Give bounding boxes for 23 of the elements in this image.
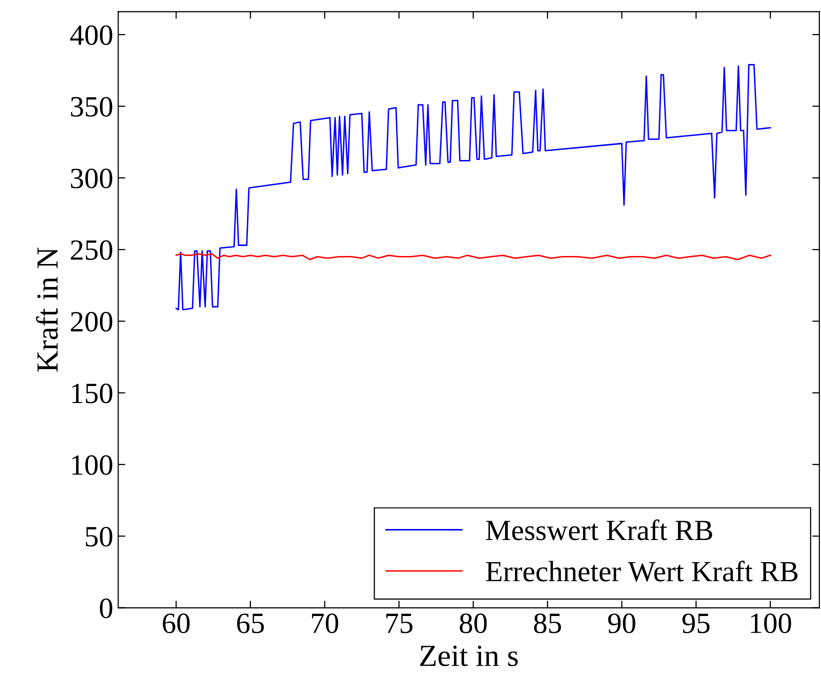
y-tick-label: 350 [71, 96, 112, 117]
x-tick-label: 90 [608, 614, 636, 634]
y-tick-label: 50 [86, 526, 112, 547]
x-tick-label: 80 [460, 614, 487, 634]
x-tick-label: 60 [162, 614, 190, 634]
line-series [175, 64, 772, 310]
x-tick-label: 65 [237, 614, 264, 634]
y-axis-title: Kraft in N [36, 248, 58, 372]
y-tick-label: 150 [72, 384, 112, 404]
y-tick-label: 250 [70, 240, 112, 260]
x-tick-label: 100 [751, 614, 792, 634]
x-axis-title: Zeit in s [420, 646, 518, 666]
legend-label: Messwert Kraft RB [486, 519, 712, 540]
y-tick-label: 300 [71, 168, 112, 188]
y-tick-label: 100 [72, 455, 112, 475]
x-tick-label: 75 [386, 614, 412, 634]
x-tick-label: 95 [682, 614, 710, 634]
y-tick-label: 200 [70, 312, 112, 332]
x-tick-label: 85 [534, 614, 561, 634]
legend-label: Errechneter Wert Kraft RB [486, 560, 798, 582]
x-tick-label: 70 [312, 614, 338, 634]
y-tick-label: 400 [70, 25, 112, 45]
y-tick-label: 0 [100, 598, 112, 618]
